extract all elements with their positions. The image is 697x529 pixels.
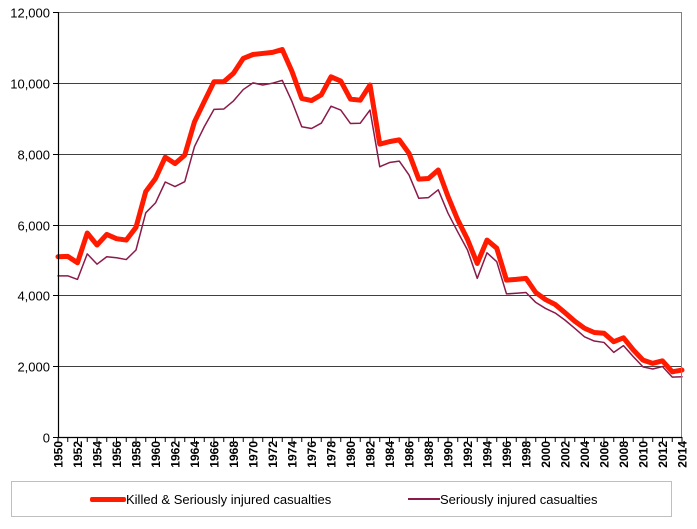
x-tick-label: 1990	[442, 441, 456, 468]
y-tick-label: 4,000	[17, 289, 50, 304]
axes	[57, 12, 682, 439]
x-tick-label: 1988	[422, 441, 436, 468]
x-tick-label: 1972	[266, 441, 280, 468]
x-tick-label: 2006	[598, 441, 612, 468]
x-tick-label: 1976	[305, 441, 319, 468]
x-tick-label: 1950	[52, 441, 66, 468]
x-tick-label: 1978	[325, 441, 339, 468]
x-tick-label: 2012	[656, 441, 670, 468]
x-tick-label: 1994	[481, 441, 495, 468]
x-tick-label: 1966	[208, 441, 222, 468]
series-lines	[55, 47, 685, 378]
x-tick-label: 1954	[91, 441, 105, 468]
gridlines	[58, 83, 682, 367]
x-tick-label: 2004	[578, 441, 592, 468]
y-tick-label: 0	[43, 431, 50, 446]
y-tick-label: 2,000	[17, 360, 50, 375]
x-tick-label: 2008	[617, 441, 631, 468]
x-tick-label: 2000	[539, 441, 553, 468]
x-tick-label: 1960	[149, 441, 163, 468]
x-tick-label: 1968	[227, 441, 241, 468]
x-tick-label: 1992	[461, 441, 475, 468]
x-tick-label: 1964	[188, 441, 202, 468]
x-tick-label: 2010	[637, 441, 651, 468]
x-tick-label: 1996	[500, 441, 514, 468]
legend-label-si: Seriously injured casualties	[440, 491, 598, 507]
legend-item-si: Seriously injured casualties	[408, 482, 598, 516]
series-line-ksi	[55, 47, 685, 375]
x-tick-label: 1958	[130, 441, 144, 468]
y-tick-label: 10,000	[10, 77, 50, 92]
x-tick-label: 2014	[676, 441, 690, 468]
x-tick-label: 2002	[559, 441, 573, 468]
x-tick-label: 1986	[403, 441, 417, 468]
x-tick-label: 1956	[110, 441, 124, 468]
series-line-si	[57, 79, 683, 378]
x-tick-label: 1952	[71, 441, 85, 468]
legend-item-ksi: Killed & Seriously injured casualties	[90, 482, 331, 516]
y-tick-label: 6,000	[17, 219, 50, 234]
y-tick-label: 12,000	[10, 6, 50, 21]
x-tick-label: 1970	[247, 441, 261, 468]
legend-swatch-ksi	[90, 496, 126, 502]
legend: Killed & Seriously injured casualties Se…	[11, 481, 672, 517]
y-axis-ticks: 0 2,000 4,000 6,000 8,000 10,000 12,000	[10, 6, 58, 446]
x-tick-label: 1984	[383, 441, 397, 468]
legend-label-ksi: Killed & Seriously injured casualties	[126, 491, 332, 507]
legend-swatch-si	[408, 498, 440, 500]
x-tick-label: 1982	[364, 441, 378, 468]
y-tick-label: 8,000	[17, 148, 50, 163]
x-axis-ticks: 1950 1952 1954 1956 1958 1960 1962 1964 1966 1968…	[52, 437, 690, 468]
x-tick-label: 1980	[344, 441, 358, 468]
x-tick-label: 1962	[169, 441, 183, 468]
x-tick-label: 1998	[520, 441, 534, 468]
x-tick-label: 1974	[286, 441, 300, 468]
